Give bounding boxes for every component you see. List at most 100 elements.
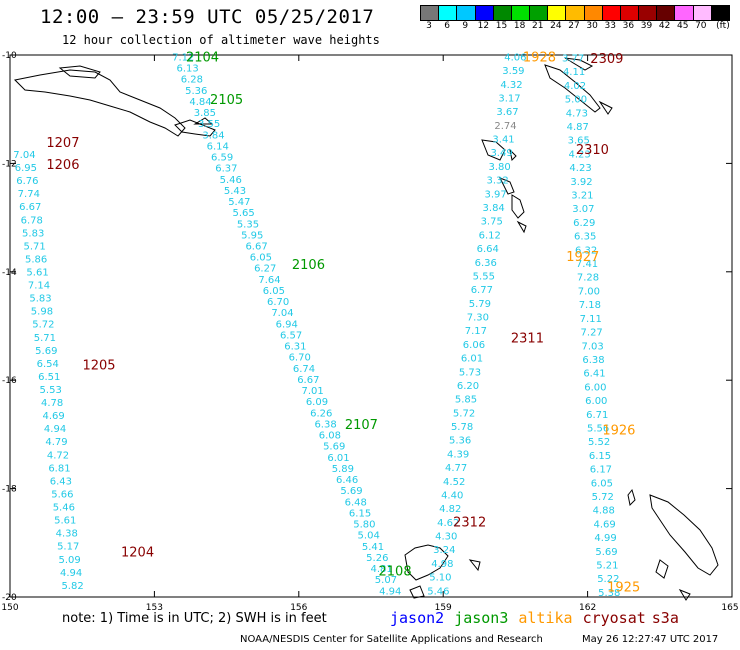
- wave-height-value: 5.22: [597, 574, 619, 585]
- wave-height-value: 6.20: [457, 381, 479, 392]
- wave-height-value: 5.61: [26, 267, 48, 278]
- wave-height-value: 5.38: [598, 588, 620, 599]
- lon-tick-label: 153: [146, 603, 163, 613]
- wave-height-value: 6.38: [314, 419, 336, 430]
- wave-height-value: 7.00: [578, 286, 600, 297]
- track-label: 2106: [292, 258, 325, 273]
- coastlines: [13, 57, 719, 601]
- wave-height-value: 5.26: [366, 553, 388, 564]
- wave-height-value: 4.87: [567, 122, 589, 133]
- coastline-outline: [598, 100, 613, 115]
- coastline-outline: [649, 494, 719, 576]
- wave-height-value: 6.28: [181, 75, 203, 86]
- wave-height-value: 5.86: [25, 254, 47, 265]
- colorbar-label: 21: [532, 21, 544, 31]
- wave-height-value: 6.57: [280, 330, 302, 341]
- coastline-outline: [509, 148, 517, 162]
- wave-height-value: 5.69: [35, 346, 57, 357]
- wave-height-value: 4.23: [569, 149, 591, 160]
- wave-height-value: 5.78: [451, 422, 473, 433]
- track-label: 2108: [379, 564, 412, 579]
- wave-height-value: 5.69: [323, 442, 345, 453]
- track-label: 1207: [46, 136, 79, 151]
- wave-height-value: 7.14: [28, 281, 50, 292]
- colorbar-label: 27: [568, 21, 580, 31]
- colorbar-label: 33: [604, 21, 616, 31]
- wave-height-value: 6.48: [345, 497, 367, 508]
- wave-height-value: 5.66: [51, 489, 73, 500]
- map-title: 12:00 — 23:59 UTC 05/25/2017: [40, 6, 375, 28]
- wave-height-value: 5.10: [429, 573, 451, 584]
- wave-height-value: 6.27: [254, 264, 276, 275]
- track-label: 1206: [46, 158, 79, 173]
- colorbar-swatch: [639, 6, 658, 20]
- wave-height-value: 4.32: [500, 80, 522, 91]
- colorbar-swatch: [475, 6, 494, 20]
- wave-height-value: 7.27: [581, 328, 603, 339]
- map-frame: [9, 54, 733, 598]
- coastline-outline: [58, 65, 101, 79]
- colorbar-swatch: [602, 6, 621, 20]
- wave-height-value: 5.46: [427, 586, 449, 597]
- coastline-outline: [13, 69, 186, 137]
- wave-height-value: 5.79: [469, 299, 491, 310]
- wave-height-value: 4.77: [445, 463, 467, 474]
- wave-height-value: 5.72: [453, 408, 475, 419]
- wave-height-colorbar: [420, 5, 730, 21]
- wave-height-value: 3.49: [490, 148, 512, 159]
- track-label: 2309: [590, 52, 623, 67]
- satellite-legend: jason2 jason3 altika cryosat s3a: [390, 609, 689, 627]
- wave-height-value: 4.40: [441, 490, 463, 501]
- legend-s3a: s3a: [651, 609, 679, 627]
- lon-tick-label: 159: [435, 603, 452, 613]
- track-label: 1205: [82, 358, 115, 373]
- colorbar-swatch: [675, 6, 694, 20]
- wave-height-value: 3.17: [498, 93, 520, 104]
- wave-height-value: 4.52: [443, 477, 465, 488]
- track-label: 2105: [210, 93, 243, 108]
- wave-height-value: 4.78: [41, 398, 63, 409]
- wave-height-value: 6.59: [211, 153, 233, 164]
- wave-height-value: 6.35: [574, 232, 596, 243]
- wave-height-value: 3.65: [568, 136, 590, 147]
- wave-height-value: 7.04: [271, 308, 293, 319]
- colorbar-swatch: [620, 6, 640, 20]
- wave-height-value: 6.74: [293, 364, 315, 375]
- wave-height-value: 5.95: [241, 230, 263, 241]
- wave-height-value: 5.47: [228, 197, 250, 208]
- lat-tick-label: -16: [2, 376, 17, 386]
- colorbar-swatch: [530, 6, 549, 20]
- wave-height-value: 6.15: [589, 451, 611, 462]
- track-label: 1926: [602, 423, 635, 438]
- wave-height-value: 5.04: [358, 531, 380, 542]
- wave-height-value: 4.23: [569, 163, 591, 174]
- lon-tick-label: 162: [579, 603, 596, 613]
- wave-height-value: 5.85: [455, 395, 477, 406]
- wave-height-value: 6.15: [349, 508, 371, 519]
- wave-height-value: 3.59: [502, 66, 524, 77]
- wave-height-value: 6.76: [16, 176, 38, 187]
- wave-height-value: 3.07: [572, 204, 594, 215]
- track-label: 2312: [453, 516, 486, 531]
- wave-height-value: 4.84: [189, 97, 211, 108]
- wave-height-value: 7.28: [577, 273, 599, 284]
- coastline-outline: [655, 559, 669, 579]
- wave-height-value: 5.17: [57, 542, 79, 553]
- wave-height-value: 3.32: [486, 176, 508, 187]
- credit-line: NOAA/NESDIS Center for Satellite Applica…: [240, 634, 543, 645]
- axis-ticks: 150 153 156 159 162 165 -10 -12 -14 -16 -18 -20: [1, 51, 738, 613]
- lat-tick-label: -10: [2, 51, 17, 61]
- track-label: 1925: [607, 581, 640, 596]
- wave-height-value: 5.72: [592, 492, 614, 503]
- legend-jason2: jason2: [390, 609, 445, 627]
- colorbar-swatch: [457, 6, 476, 20]
- lat-tick-label: -14: [2, 268, 17, 278]
- lon-tick-label: 156: [290, 603, 307, 613]
- wave-height-value: 7.04: [13, 150, 35, 161]
- colorbar-label: 42: [658, 21, 671, 31]
- wave-height-value: 6.95: [15, 163, 37, 174]
- wave-height-value: 5.83: [29, 294, 51, 305]
- wave-height-value: 6.05: [263, 286, 285, 297]
- units-note: note: 1) Time is in UTC; 2) SWH is in fe…: [62, 611, 327, 626]
